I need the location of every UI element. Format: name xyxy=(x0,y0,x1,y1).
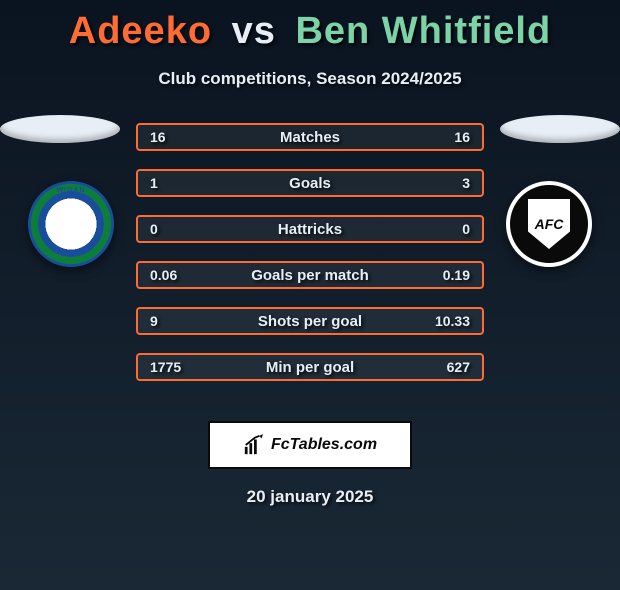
fctables-logo-icon xyxy=(243,434,265,456)
stat-left-value: 1775 xyxy=(150,359,181,375)
player1-name: Adeeko xyxy=(69,10,212,52)
stat-bar-matches: 16 Matches 16 xyxy=(136,123,484,151)
stat-bar-min-per-goal: 1775 Min per goal 627 xyxy=(136,353,484,381)
stat-right-value: 16 xyxy=(454,129,470,145)
stat-label: Matches xyxy=(280,129,340,146)
stat-bar-shots-per-goal: 9 Shots per goal 10.33 xyxy=(136,307,484,335)
stat-left-value: 0.06 xyxy=(150,267,177,283)
ellipse-left-decoration xyxy=(0,115,120,143)
club-crest-left xyxy=(28,181,114,267)
season-subtitle: Club competitions, Season 2024/2025 xyxy=(0,69,620,89)
shield-icon: AFC xyxy=(528,199,570,249)
badge-text: FcTables.com xyxy=(271,436,377,454)
ellipse-right-decoration xyxy=(500,115,620,143)
player2-name: Ben Whitfield xyxy=(295,10,551,52)
source-badge: FcTables.com xyxy=(208,421,412,469)
stat-left-value: 9 xyxy=(150,313,158,329)
crest-right-label: AFC xyxy=(535,216,564,232)
comparison-bars: 16 Matches 16 1 Goals 3 0 Hattricks 0 0.… xyxy=(136,123,484,381)
stat-label: Goals per match xyxy=(251,267,369,284)
stat-label: Goals xyxy=(289,175,331,192)
stat-right-value: 0.19 xyxy=(443,267,470,283)
stat-left-value: 16 xyxy=(150,129,166,145)
stat-right-value: 10.33 xyxy=(435,313,470,329)
comparison-date: 20 january 2025 xyxy=(0,487,620,507)
stat-label: Min per goal xyxy=(266,359,354,376)
comparison-content: AFC 16 Matches 16 1 Goals 3 0 Hattricks … xyxy=(0,121,620,401)
stat-right-value: 627 xyxy=(447,359,470,375)
stat-bar-goals: 1 Goals 3 xyxy=(136,169,484,197)
stat-right-value: 3 xyxy=(462,175,470,191)
stat-right-value: 0 xyxy=(462,221,470,237)
vs-text: vs xyxy=(232,10,276,52)
comparison-title: Adeeko vs Ben Whitfield xyxy=(0,10,620,53)
stat-label: Shots per goal xyxy=(258,313,362,330)
club-crest-right: AFC xyxy=(506,181,592,267)
stat-bar-hattricks: 0 Hattricks 0 xyxy=(136,215,484,243)
stat-left-value: 1 xyxy=(150,175,158,191)
stat-left-value: 0 xyxy=(150,221,158,237)
stat-label: Hattricks xyxy=(278,221,342,238)
stat-bar-goals-per-match: 0.06 Goals per match 0.19 xyxy=(136,261,484,289)
